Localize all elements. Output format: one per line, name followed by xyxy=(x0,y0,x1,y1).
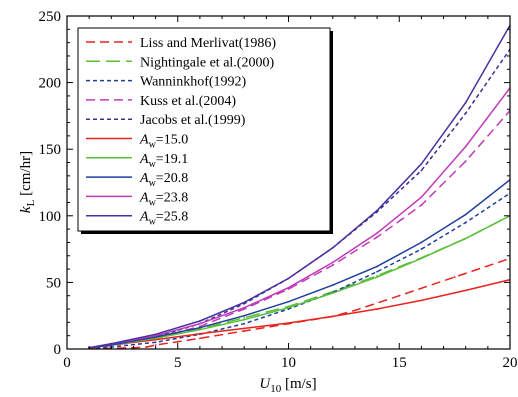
x-tick-label-4: 20 xyxy=(503,355,518,371)
x-tick-label-2: 10 xyxy=(281,355,296,371)
y-tick-label-2: 100 xyxy=(39,209,62,225)
data-point-9-3 xyxy=(199,320,201,322)
x-axis-label: U10 [m/s] xyxy=(259,376,316,395)
data-point-8-2 xyxy=(154,334,157,337)
data-point-0-7 xyxy=(243,330,246,332)
data-point-5-5 xyxy=(287,322,290,324)
data-point-2-7 xyxy=(376,270,378,273)
data-point-7-2 xyxy=(154,336,157,338)
legend-label-5: Aw=15.0 xyxy=(139,133,188,151)
data-point-6-8 xyxy=(420,257,423,260)
y-tick-label-3: 150 xyxy=(39,142,62,158)
data-point-5-9 xyxy=(464,289,467,292)
data-point-2-4 xyxy=(243,322,246,325)
data-point-7-3 xyxy=(199,326,201,329)
legend-label-9: Aw=25.8 xyxy=(139,210,188,228)
data-point-5-2 xyxy=(154,338,157,341)
data-point-7-8 xyxy=(420,241,423,244)
data-point-8-5 xyxy=(287,286,290,289)
data-point-8-9 xyxy=(464,145,467,148)
y-tick-label-4: 200 xyxy=(39,76,62,92)
data-point-8-8 xyxy=(420,196,423,199)
data-point-6-9 xyxy=(464,237,467,240)
data-point-8-7 xyxy=(376,232,378,235)
data-point-0-3 xyxy=(145,346,148,348)
legend-label-6: Aw=19.1 xyxy=(139,152,188,170)
legend-label-0: Liss and Merlivat(1986) xyxy=(140,36,276,51)
data-point-9-5 xyxy=(287,277,290,280)
data-point-0-4 xyxy=(154,344,157,346)
data-point-9-2 xyxy=(154,333,157,336)
data-point-2-9 xyxy=(464,221,467,224)
data-point-9-6 xyxy=(331,246,334,249)
x-tick-label-0: 0 xyxy=(63,355,71,371)
data-point-2-2 xyxy=(154,341,157,344)
data-point-3-6 xyxy=(331,264,334,266)
legend-label-2: Wanninkhof(1992) xyxy=(140,75,247,90)
data-point-4-9 xyxy=(464,112,467,115)
y-tick-label-5: 250 xyxy=(39,9,62,25)
x-tick-label-1: 5 xyxy=(174,355,182,371)
legend-label-4: Jacobs et al.(1999) xyxy=(140,113,246,128)
data-point-6-5 xyxy=(287,306,290,309)
data-point-7-5 xyxy=(287,300,290,303)
data-point-5-7 xyxy=(376,308,378,310)
data-point-9-8 xyxy=(420,162,423,165)
data-point-5-6 xyxy=(331,315,334,318)
y-tick-label-1: 50 xyxy=(46,275,61,291)
legend: Liss and Merlivat(1986) Nightingale et al… xyxy=(77,27,333,234)
data-point-6-3 xyxy=(199,328,201,331)
data-point-3-7 xyxy=(376,236,378,239)
legend-label-8: Aw=23.8 xyxy=(139,190,188,208)
x-tick-label-3: 15 xyxy=(392,355,407,371)
data-point-6-2 xyxy=(154,337,157,340)
legend-label-3: Kuss et al.(2004) xyxy=(140,94,236,109)
legend-label-1: Nightingale et al.(2000) xyxy=(140,55,274,70)
data-point-9-4 xyxy=(243,301,246,304)
data-point-0-6 xyxy=(199,337,201,340)
data-point-5-4 xyxy=(243,327,246,330)
data-point-0-10 xyxy=(354,309,356,312)
data-point-6-7 xyxy=(376,276,378,278)
data-point-0-5 xyxy=(176,340,179,343)
data-point-3-8 xyxy=(420,204,423,207)
data-point-6-4 xyxy=(243,318,246,321)
data-point-7-9 xyxy=(464,213,467,216)
data-point-5-8 xyxy=(420,299,423,302)
data-point-6-6 xyxy=(331,292,334,294)
data-point-1-4 xyxy=(243,316,246,319)
data-point-8-3 xyxy=(199,322,201,325)
data-point-7-1 xyxy=(110,344,113,346)
data-point-4-8 xyxy=(420,169,423,172)
legend-label-7: Aw=20.8 xyxy=(139,171,188,189)
data-point-9-7 xyxy=(376,209,378,212)
data-point-0-11 xyxy=(398,294,401,297)
data-point-8-4 xyxy=(243,306,246,309)
y-axis-label: kL [cm/hr] xyxy=(18,151,37,213)
data-point-2-8 xyxy=(420,248,423,251)
data-point-8-6 xyxy=(331,261,334,264)
data-point-7-7 xyxy=(376,265,378,268)
series-line-0 xyxy=(89,257,510,349)
y-tick-label-0: 0 xyxy=(54,342,62,358)
data-point-3-9 xyxy=(464,160,467,163)
data-point-9-9 xyxy=(464,101,467,104)
data-point-7-6 xyxy=(331,284,334,286)
data-point-9-1 xyxy=(110,342,113,345)
data-point-0-12 xyxy=(453,276,456,278)
data-point-7-4 xyxy=(243,314,246,317)
data-point-5-3 xyxy=(199,332,201,335)
